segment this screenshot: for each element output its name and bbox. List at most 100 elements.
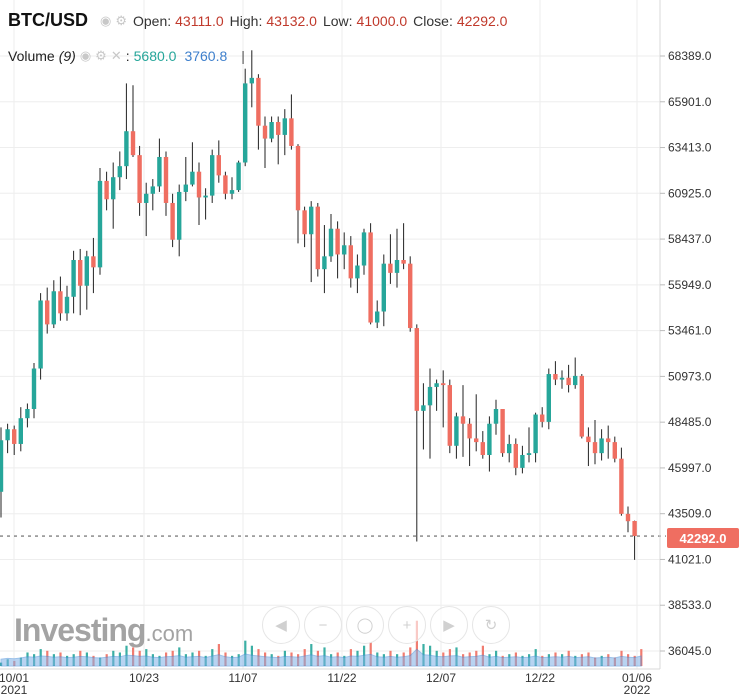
volume-ma-value: 3760.8 xyxy=(184,48,228,64)
candle xyxy=(619,447,624,516)
candle xyxy=(45,287,50,334)
gear-icon[interactable]: ⚙ xyxy=(95,48,107,63)
candle xyxy=(427,368,433,459)
candle-body xyxy=(130,131,136,156)
candle-body xyxy=(553,374,558,380)
candle xyxy=(388,234,393,284)
candle-body xyxy=(342,245,347,255)
separator: | xyxy=(241,48,245,64)
candle-body xyxy=(276,122,281,135)
scroll-right-icon[interactable]: ▶ xyxy=(430,606,468,644)
candle xyxy=(269,116,274,143)
candle xyxy=(526,427,532,463)
candle-body xyxy=(328,228,334,257)
y-tick-label: 55949.0 xyxy=(668,278,712,292)
candle xyxy=(520,445,525,474)
candle xyxy=(111,162,116,229)
candle-body xyxy=(124,131,129,167)
close-icon[interactable]: ✕ xyxy=(110,48,122,63)
candle xyxy=(348,236,353,288)
open-label: Open: xyxy=(133,12,172,29)
candle xyxy=(592,420,598,465)
candle xyxy=(487,416,492,472)
volume-header: Volume (9) ◉ ⚙ ✕ : 5680.0 3760.8 | xyxy=(8,48,245,64)
candle xyxy=(38,293,43,380)
candle xyxy=(493,399,499,435)
volume-period: (9) xyxy=(58,48,76,64)
reset-chart-icon[interactable]: ↻ xyxy=(472,606,510,644)
low-value: 41000.0 xyxy=(356,12,408,29)
zoom-reset-icon[interactable]: ◯ xyxy=(346,606,384,644)
candle xyxy=(507,434,512,463)
candle-body xyxy=(78,259,83,286)
close-value: 42292.0 xyxy=(456,12,508,29)
candle xyxy=(454,412,459,459)
logo-suffix: .com xyxy=(145,621,194,646)
candle xyxy=(104,171,109,211)
zoom-out-icon[interactable]: − xyxy=(304,606,342,644)
candle-body xyxy=(31,368,37,410)
candle xyxy=(328,214,334,262)
zoom-in-icon[interactable]: + xyxy=(388,606,426,644)
candle-body xyxy=(480,442,485,455)
y-tick-label: 60925.0 xyxy=(668,186,712,200)
candle xyxy=(361,228,367,275)
high-label: High: xyxy=(229,12,263,29)
candle xyxy=(196,162,202,226)
candle xyxy=(375,300,380,329)
eye-icon[interactable]: ◉ xyxy=(79,48,92,63)
candle xyxy=(157,138,162,192)
candle xyxy=(573,357,578,389)
candle-body xyxy=(295,145,301,211)
symbol-title[interactable]: BTC/USD xyxy=(8,10,88,30)
eye-icon[interactable]: ◉ xyxy=(100,12,112,28)
candle xyxy=(579,374,584,439)
candle-body xyxy=(632,521,637,537)
candle xyxy=(540,407,545,428)
candle xyxy=(150,179,155,211)
candle-body xyxy=(401,259,406,264)
candle xyxy=(586,427,591,467)
x-tick-year-label: 2022 xyxy=(624,683,651,695)
candle xyxy=(335,221,340,279)
candle-body xyxy=(282,118,287,135)
candle-body xyxy=(460,416,466,424)
candle-body xyxy=(84,256,89,286)
candle xyxy=(302,206,307,248)
candle-body xyxy=(434,383,439,387)
candle xyxy=(309,201,314,283)
candle xyxy=(203,188,208,220)
candle xyxy=(5,423,10,454)
y-tick-label: 65901.0 xyxy=(668,95,712,109)
candle xyxy=(467,418,472,467)
volume-bar xyxy=(244,640,247,666)
candle-body xyxy=(223,175,228,194)
candle-body xyxy=(0,440,4,492)
candle-body xyxy=(137,155,142,203)
candle xyxy=(480,431,485,459)
candle-body xyxy=(58,291,63,314)
candle xyxy=(566,364,571,393)
candle-body xyxy=(441,383,446,386)
candle-body xyxy=(375,311,380,323)
ohlc-header: BTC/USD ◉ ⚙ Open: 43111.0 High: 43132.0 … xyxy=(8,10,507,31)
investing-logo: Investing.com xyxy=(14,612,193,649)
candle-body xyxy=(592,442,598,454)
y-tick-label: 45997.0 xyxy=(668,461,712,475)
candle xyxy=(474,394,479,452)
gear-icon[interactable]: ⚙ xyxy=(115,12,127,28)
candle xyxy=(381,254,386,327)
candle xyxy=(394,228,400,288)
volume-bar xyxy=(415,620,418,666)
candle xyxy=(276,116,281,165)
candle-body xyxy=(150,186,155,194)
y-tick-label: 41021.0 xyxy=(668,552,712,566)
scroll-left-icon[interactable]: ◀ xyxy=(262,606,300,644)
y-tick-label: 58437.0 xyxy=(668,232,712,246)
current-price-tag: 42292.0 xyxy=(667,528,739,548)
x-tick-label: 10/01 xyxy=(0,671,29,685)
candle xyxy=(31,363,37,419)
candle-body xyxy=(163,156,169,203)
candle-body xyxy=(97,180,103,268)
